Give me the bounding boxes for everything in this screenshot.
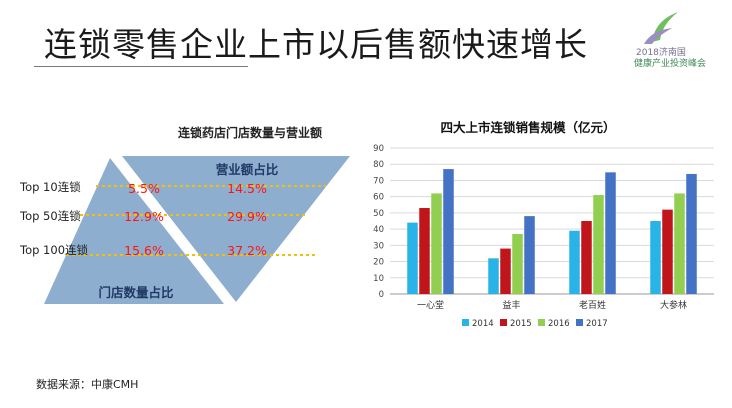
left-chart-title: 连锁药店门店数量与营业额 [177,126,322,140]
sales-scale-bar-chart: 四大上市连锁销售规模（亿元） 0 10 20 30 40 50 60 70 80 90 一心堂 益丰 老百… [373,120,714,329]
legend-swatch [500,319,507,326]
bar-2015 [500,248,511,294]
store-share-label: 门店数量占比 [98,285,174,300]
legend-label: 2017 [586,319,608,329]
legend-label: 2014 [472,319,494,329]
revenue-pct-top10: 14.5% [227,181,267,196]
row-label-top10: Top 10连锁 [20,180,81,194]
bar-2015 [581,221,592,294]
legend-swatch [462,319,469,326]
page-title: 连锁零售企业上市以后售额快速增长 [44,25,588,64]
title-underline [34,66,248,67]
logo-line2: 健康产业投资峰会 [634,59,707,69]
chart-title: 四大上市连锁销售规模（亿元） [440,120,615,135]
y-tick-label: 50 [373,209,384,219]
logo-line1: 2018济南国 [636,48,686,58]
y-tick-label: 30 [373,241,384,251]
store-triangle [44,158,224,304]
bar-2014 [488,258,499,294]
bar-2014 [569,230,580,294]
y-tick-label: 10 [373,274,384,284]
bar-2014 [407,222,418,294]
bar-2015 [419,208,430,294]
bar-2017 [605,172,616,294]
y-tick-label: 0 [379,290,384,300]
bar-2016 [593,195,604,294]
x-tick-label: 一心堂 [417,299,444,311]
bar-2017 [443,169,454,294]
store-revenue-triangle-diagram: 营业额占比 门店数量占比 [44,156,350,304]
y-tick-label: 80 [373,160,384,170]
x-tick-label: 益丰 [502,299,520,311]
store-pct-top50: 12.9% [124,209,164,224]
bar-2017 [524,216,535,294]
legend-label: 2016 [548,319,570,329]
store-pct-top100: 15.6% [124,243,164,258]
x-tick-label: 老百姓 [579,299,606,311]
y-tick-label: 20 [373,258,384,268]
y-tick-label: 90 [373,144,384,154]
revenue-pct-top100: 37.2% [227,243,267,258]
bar-2016 [431,193,442,294]
revenue-share-label: 营业额占比 [216,162,279,177]
bar-2016 [512,233,523,294]
bar-2015 [662,209,673,294]
leaf-swirl-icon [644,12,678,44]
legend-label: 2015 [510,319,532,329]
y-tick-label: 70 [373,176,384,186]
legend-swatch [576,319,583,326]
bar-2017 [686,173,697,294]
y-tick-label: 60 [373,193,384,203]
bar-2014 [650,221,661,294]
revenue-pct-top50: 29.9% [227,209,267,224]
row-label-top50: Top 50连锁 [20,209,81,223]
logo: 2018济南国 健康产业投资峰会 [598,8,720,69]
data-source: 数据来源：中康CMH [36,378,139,391]
revenue-triangle [122,156,350,302]
row-label-top100: Top 100连锁 [20,243,89,257]
y-tick-label: 40 [373,225,384,235]
store-pct-top10: 5.5% [128,181,160,196]
x-tick-label: 大参林 [660,299,687,311]
legend-swatch [538,319,545,326]
bar-2016 [674,193,685,294]
